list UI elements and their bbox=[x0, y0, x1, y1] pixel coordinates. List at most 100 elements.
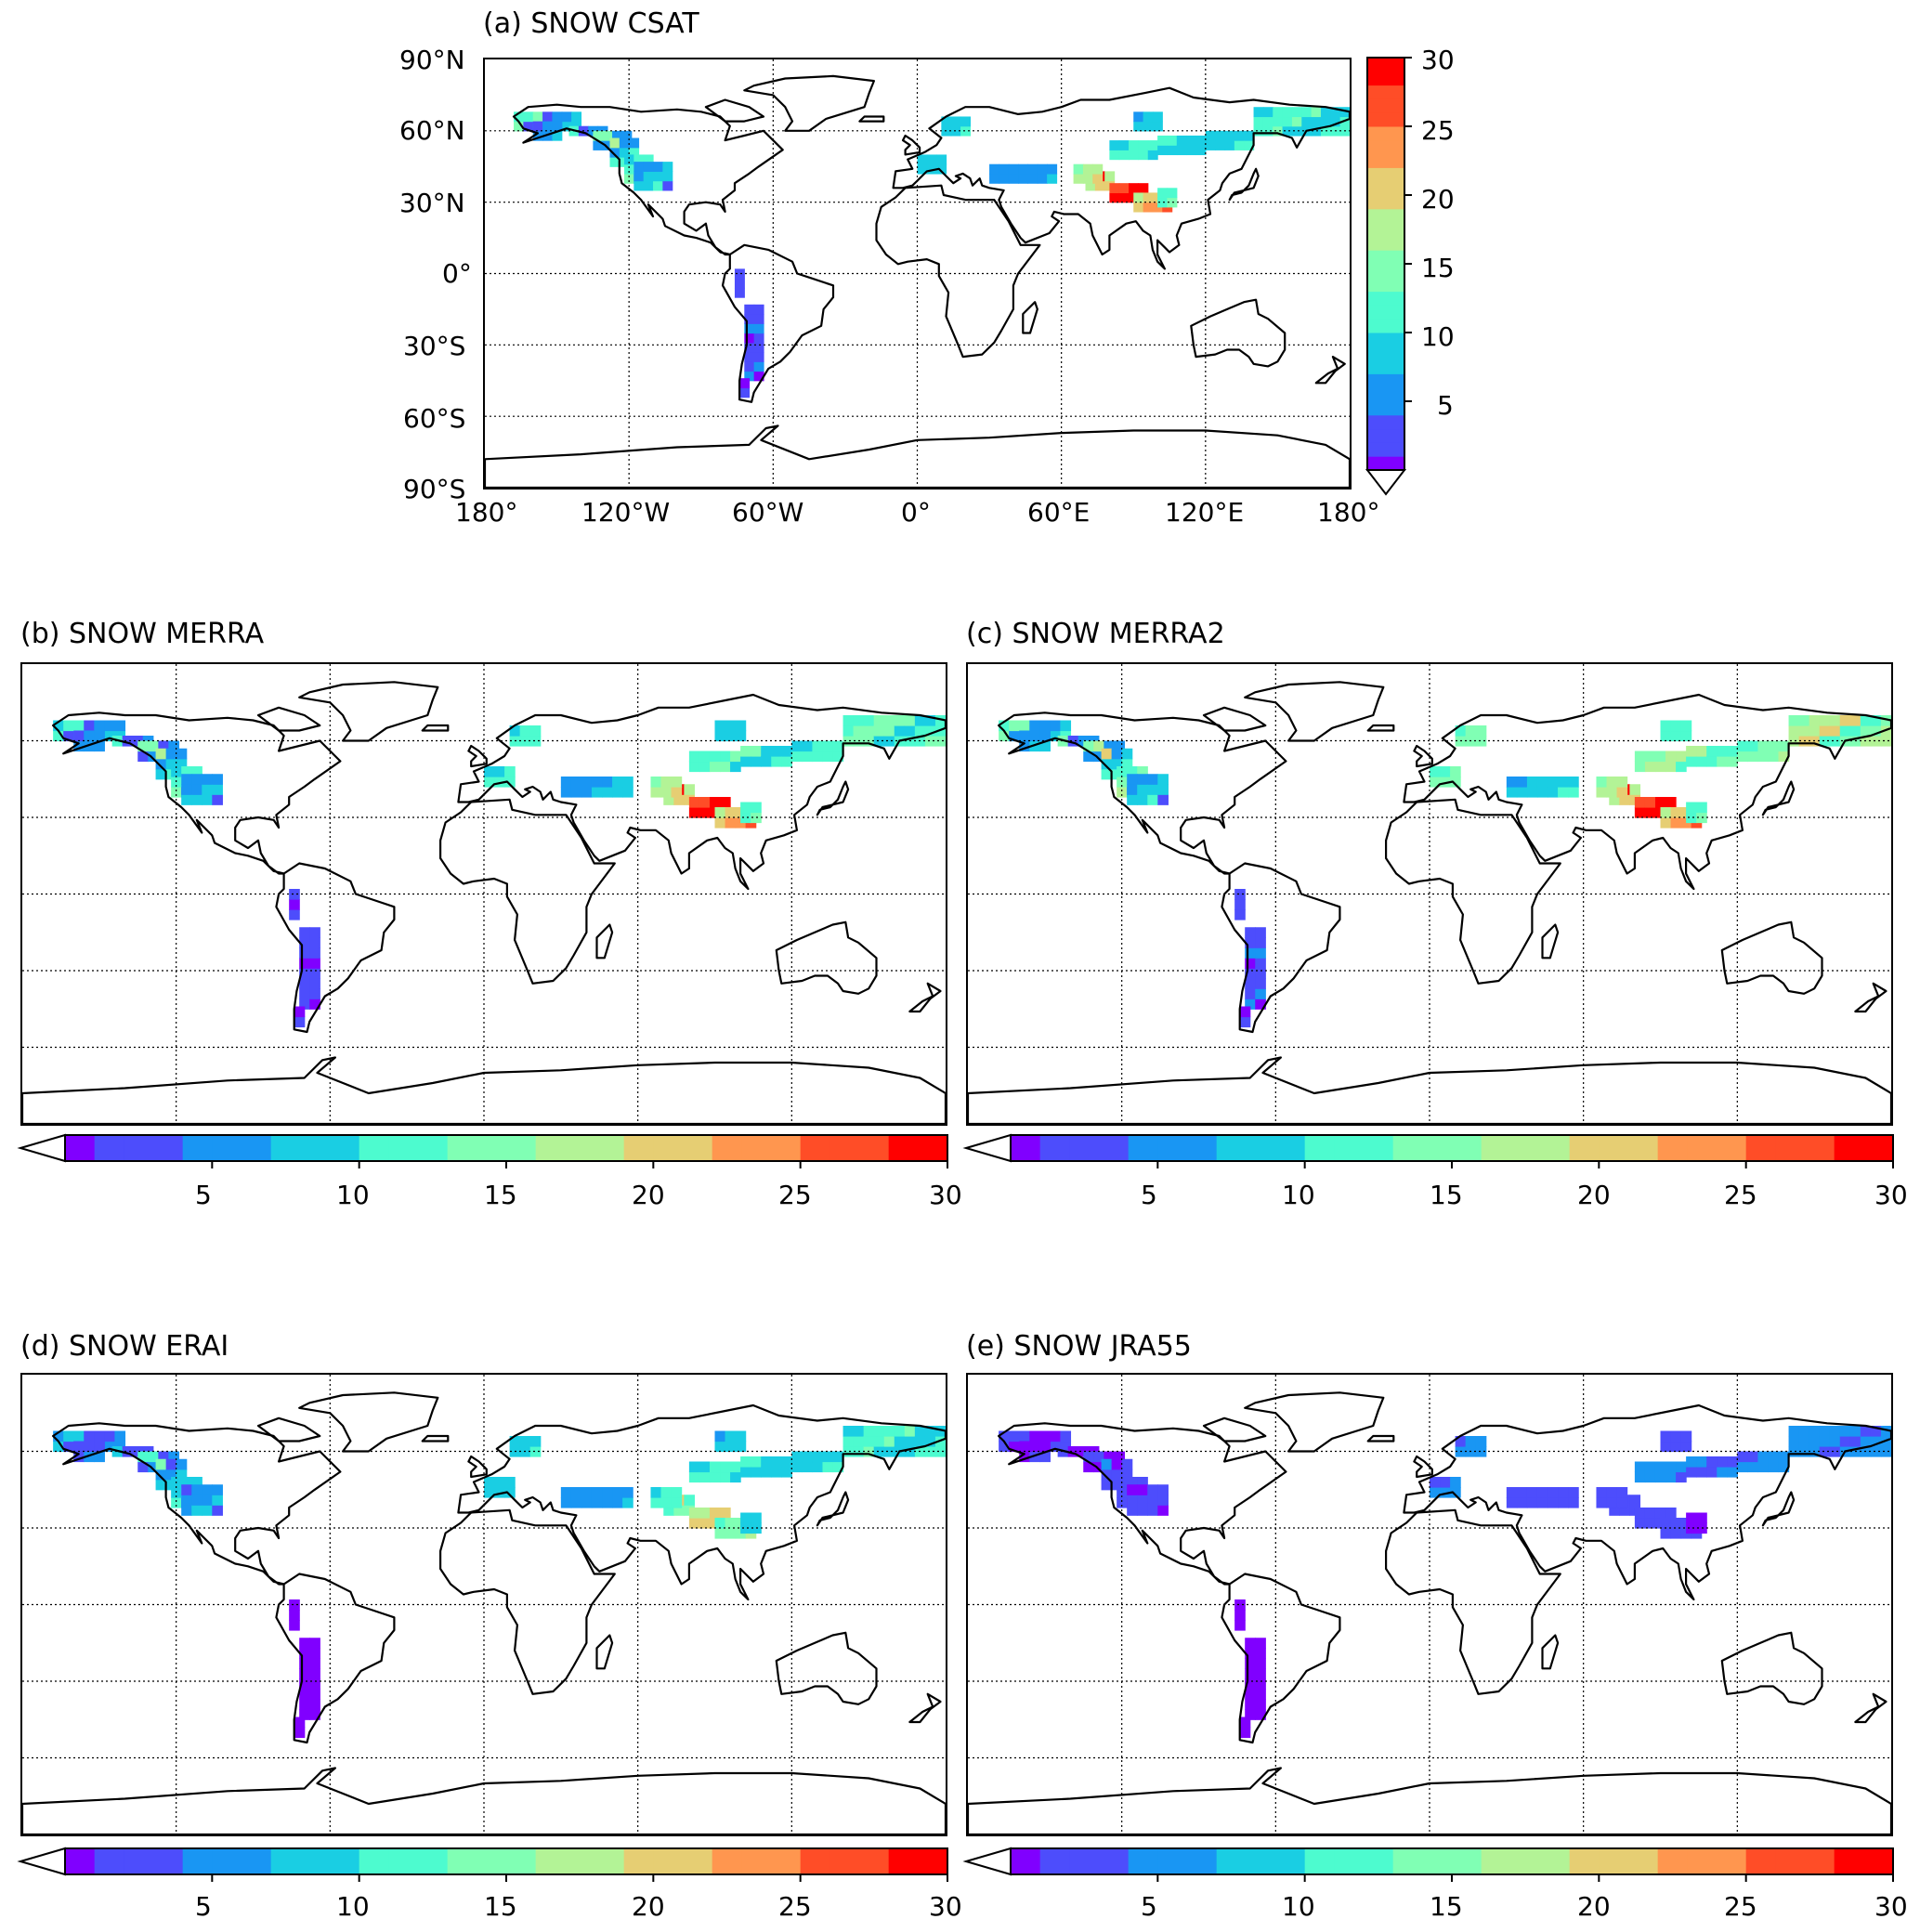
snow-cell-siberia bbox=[863, 1426, 875, 1437]
colorbar-swatch bbox=[65, 1135, 96, 1161]
snow-field bbox=[53, 715, 946, 1028]
snow-cell-siberia bbox=[699, 761, 711, 773]
snow-cell-siberia bbox=[761, 746, 772, 757]
colorbar-extend-arrow bbox=[17, 1133, 66, 1163]
snow-cell-siberia bbox=[1788, 715, 1800, 726]
snow-cell-siberia bbox=[934, 736, 946, 747]
snow-cell-andes bbox=[309, 958, 320, 969]
snow-cell-andes bbox=[1245, 988, 1256, 999]
snow-cell-siberia bbox=[484, 766, 495, 777]
snow-cell-siberia bbox=[714, 730, 726, 742]
snow-cell-andes bbox=[294, 1006, 306, 1018]
snow-cell-siberia bbox=[999, 163, 1010, 175]
snow-cell-tibet bbox=[1094, 180, 1105, 191]
snow-cell-rockies bbox=[191, 1495, 202, 1506]
snow-cell-andes bbox=[299, 1699, 310, 1710]
snow-cell-siberia bbox=[842, 1436, 855, 1447]
snow-cell-alaska bbox=[523, 111, 534, 123]
coastline-new-zealand bbox=[908, 1692, 942, 1724]
snow-cell-siberia bbox=[924, 736, 936, 747]
colorbar-swatch bbox=[1745, 1848, 1776, 1874]
coastline-north-america bbox=[512, 103, 784, 256]
colorbar-swatch bbox=[1367, 222, 1404, 237]
snow-cell-siberia bbox=[720, 1471, 731, 1483]
snow-cell-rockies bbox=[1127, 794, 1138, 805]
colorbar-swatch bbox=[270, 1135, 301, 1161]
snow-cell-tibet bbox=[1686, 1512, 1697, 1524]
coastline-africa bbox=[439, 1508, 616, 1695]
colorbar-swatch bbox=[1367, 85, 1404, 99]
snow-cell-rockies bbox=[1114, 1451, 1126, 1463]
snow-cell-alaska bbox=[999, 1441, 1010, 1453]
snow-cell-rockies bbox=[1147, 1484, 1158, 1495]
snow-cell-alaska bbox=[94, 740, 105, 752]
snow-cell-siberia bbox=[1008, 173, 1019, 184]
snow-cell-andes bbox=[309, 1678, 320, 1690]
snow-cell-rockies bbox=[1127, 1477, 1138, 1488]
colorbar-swatch bbox=[683, 1135, 713, 1161]
snow-cell-tibet bbox=[1634, 1508, 1646, 1519]
snow-cell-siberia bbox=[1475, 1436, 1487, 1447]
snow-cell-siberia bbox=[1778, 1461, 1790, 1473]
snow-cell-tibet bbox=[1686, 1522, 1697, 1534]
snow-cell-andes bbox=[753, 304, 764, 315]
snow-cell-tibet bbox=[1104, 171, 1116, 182]
snow-cell-siberia bbox=[529, 725, 542, 737]
snow-cell-rockies bbox=[1127, 774, 1138, 785]
colorbar-horizontal bbox=[962, 1847, 1894, 1882]
snow-cell-andes bbox=[299, 1638, 310, 1649]
snow-cell-siberia bbox=[1809, 1436, 1821, 1447]
snow-cell-siberia bbox=[730, 761, 741, 773]
snow-cell-siberia bbox=[1273, 116, 1284, 127]
coastlines bbox=[968, 1391, 1891, 1834]
colorbar-swatch bbox=[1367, 264, 1404, 279]
colorbar-swatch bbox=[1452, 1135, 1482, 1161]
snow-cell-rockies bbox=[1157, 1495, 1169, 1506]
snow-cell-siberia bbox=[1660, 1441, 1672, 1453]
colorbar-tick: 30 bbox=[1874, 1180, 1908, 1210]
snow-cell-tibet bbox=[720, 1508, 731, 1519]
snow-cell-rockies bbox=[662, 180, 673, 191]
snow-cell-siberia bbox=[709, 751, 721, 763]
snow-cell-siberia bbox=[751, 756, 762, 767]
snow-cell-alaska bbox=[552, 130, 563, 141]
snow-cell-andes bbox=[289, 899, 300, 910]
snow-cell-andes bbox=[1255, 927, 1266, 938]
snow-cell-rockies bbox=[1093, 740, 1104, 752]
snow-cell-rockies bbox=[1157, 1484, 1169, 1495]
snow-cell-rockies bbox=[1104, 1451, 1115, 1463]
snow-cell-tibet bbox=[1118, 192, 1130, 203]
coastline-greenland bbox=[298, 1391, 439, 1453]
map-a bbox=[483, 58, 1352, 490]
snow-cell-siberia bbox=[1870, 1436, 1882, 1447]
snow-cell-rockies bbox=[171, 1497, 182, 1508]
snow-cell-andes bbox=[1239, 1727, 1251, 1739]
colorbar-swatch bbox=[1367, 401, 1404, 416]
coastline-baffin bbox=[256, 1416, 321, 1442]
coastline-australia bbox=[775, 920, 878, 995]
colorbar-swatch bbox=[1367, 414, 1404, 430]
coastline-iceland bbox=[1366, 724, 1395, 732]
snow-cell-andes bbox=[1255, 988, 1266, 999]
snow-cell-siberia bbox=[612, 1497, 623, 1508]
snow-cell-andes bbox=[1255, 1658, 1266, 1669]
snow-cell-rockies bbox=[158, 740, 169, 752]
snow-cell-andes bbox=[1239, 1717, 1251, 1729]
snow-cell-siberia bbox=[842, 715, 855, 726]
snow-cell-siberia bbox=[1665, 1461, 1677, 1473]
snow-cell-rockies bbox=[612, 130, 623, 141]
snow-cell-siberia bbox=[1506, 787, 1518, 798]
snow-cell-rockies bbox=[633, 171, 645, 182]
snow-cell-andes bbox=[1245, 937, 1256, 948]
colorbar-swatch bbox=[270, 1848, 301, 1874]
snow-cell-siberia bbox=[1809, 1426, 1821, 1437]
snow-cell-siberia bbox=[484, 777, 495, 788]
snow-cell-siberia bbox=[894, 1436, 906, 1447]
coastlines bbox=[485, 74, 1350, 488]
snow-cell-tibet bbox=[1596, 787, 1608, 798]
snow-cell-siberia bbox=[1706, 746, 1718, 757]
colorbar-horizontal bbox=[17, 1133, 948, 1168]
snow-cell-siberia bbox=[1536, 1487, 1548, 1498]
colorbar-swatch bbox=[1367, 291, 1404, 306]
snow-cell-alaska bbox=[1067, 1446, 1079, 1457]
